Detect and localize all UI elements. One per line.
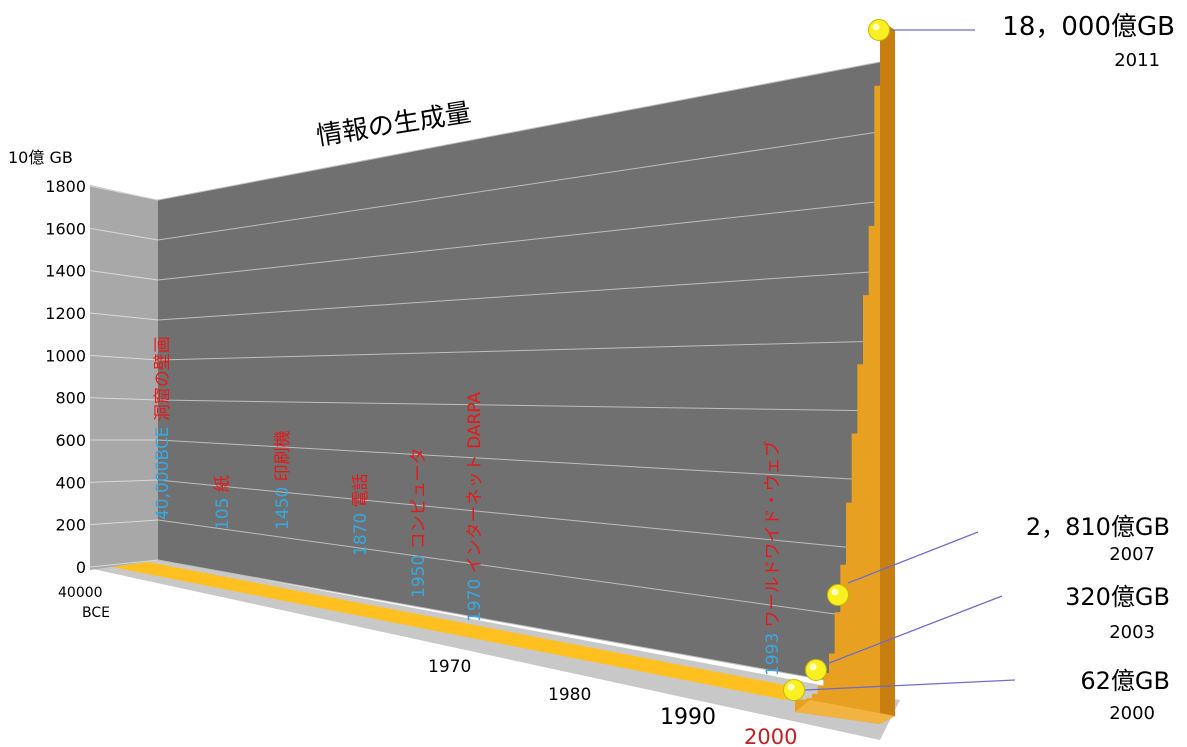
series-area-bottom — [795, 700, 895, 724]
callout-marker-highlight — [831, 588, 839, 596]
callout-marker-highlight — [809, 663, 817, 671]
event-label: 1970 インターネット DARPA — [465, 392, 485, 622]
callout-line — [847, 531, 979, 584]
event-name: ワールドワイド・ウェブ — [762, 440, 783, 627]
callout-value: 62億GB — [1080, 667, 1170, 695]
gridline — [157, 131, 881, 241]
event-year: 1450 — [273, 481, 293, 530]
callout-value: 18，000億GB — [1002, 12, 1175, 42]
gridline-side — [89, 185, 159, 201]
callout-marker — [805, 659, 827, 681]
event-year: 1993 — [763, 627, 783, 676]
callout-year: 2000 — [1109, 703, 1155, 724]
gridline-side — [89, 354, 159, 361]
y-tick-label: 1400 — [45, 262, 86, 281]
x-tick-40000bce-line2: BCE — [82, 605, 110, 621]
event-label: 1870 電話 — [351, 473, 371, 556]
x-tick-2000: 2000 — [744, 725, 797, 747]
series-area-side — [880, 20, 895, 724]
callout-line — [804, 679, 1016, 691]
gridline-side — [89, 227, 159, 241]
gridline — [157, 61, 881, 201]
event-label: 1450 印刷機 — [273, 430, 293, 530]
x-tick-40000bce-line1: 40000 — [58, 585, 103, 601]
gridline-side — [89, 559, 159, 568]
gridline — [157, 270, 881, 321]
gridline-side — [89, 479, 159, 483]
event-name: 紙 — [213, 475, 233, 492]
gridline — [157, 519, 881, 621]
event-label: 40,000BCE 洞窟の壁画 — [153, 336, 173, 520]
y-tick-label: 200 — [55, 516, 86, 535]
callout-year: 2007 — [1109, 544, 1155, 565]
timeline-band — [112, 562, 800, 700]
y-tick-label: 800 — [55, 389, 86, 408]
event-label: 1993 ワールドワイド・ウェブ — [762, 440, 783, 676]
gridline-side — [89, 312, 159, 321]
y-tick-label: 1600 — [45, 219, 86, 238]
gridline-side — [89, 270, 159, 281]
callout-marker — [827, 584, 849, 606]
gridline-side — [89, 397, 159, 401]
gridline — [157, 479, 881, 551]
chart-floor — [88, 560, 900, 740]
gridline — [157, 340, 881, 361]
event-name: コンピュータ — [409, 447, 429, 549]
gridline — [157, 439, 881, 482]
x-tick-1970: 1970 — [428, 657, 471, 677]
event-year: 1950 — [409, 549, 429, 598]
callout-value: 2，810億GB — [1026, 513, 1170, 541]
callout-value: 320億GB — [1065, 583, 1170, 611]
gridline — [157, 559, 881, 691]
event-name: インターネット DARPA — [465, 392, 485, 574]
event-label: 1950 コンピュータ — [409, 447, 429, 598]
y-axis-label: 10億 GB — [8, 148, 73, 167]
event-year: 1870 — [351, 507, 371, 556]
y-tick-label: 600 — [55, 431, 86, 450]
callout-marker — [868, 19, 890, 41]
callout-year: 2003 — [1109, 622, 1155, 643]
y-tick-label: 1800 — [45, 177, 86, 196]
callout-marker-highlight — [872, 23, 880, 31]
event-name: 電話 — [351, 473, 371, 507]
event-year: 40,000BCE — [153, 421, 173, 520]
callout-line — [823, 595, 1003, 666]
event-year: 1970 — [465, 573, 485, 622]
callout-marker-highlight — [787, 683, 795, 691]
callout-year: 2011 — [1114, 50, 1160, 71]
y-tick-label: 400 — [55, 473, 86, 492]
series-area — [795, 85, 880, 725]
x-tick-1990: 1990 — [660, 705, 716, 730]
event-name: 印刷機 — [273, 430, 293, 481]
gridline-side — [89, 519, 159, 526]
chart-left-wall — [90, 185, 158, 570]
y-tick-label: 1000 — [45, 346, 86, 365]
event-year: 105 — [213, 492, 233, 530]
gridline — [157, 399, 881, 412]
y-tick-label: 0 — [76, 558, 86, 577]
y-tick-label: 1200 — [45, 304, 86, 323]
event-name: 洞窟の壁画 — [153, 336, 173, 421]
callout-marker — [783, 679, 805, 701]
gridline — [157, 201, 881, 281]
event-label: 105 紙 — [213, 475, 233, 530]
x-tick-1980: 1980 — [548, 685, 591, 705]
